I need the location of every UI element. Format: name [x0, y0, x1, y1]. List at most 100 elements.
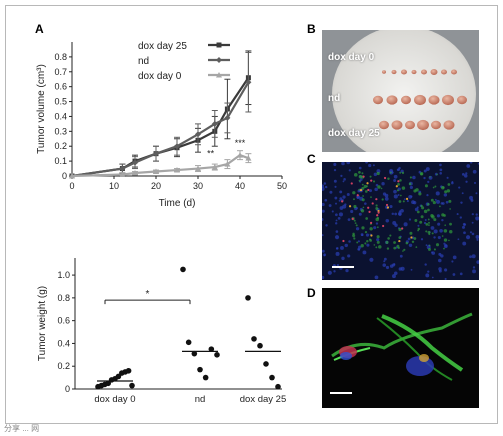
group-dox-day-25 [245, 295, 281, 390]
green-signal [444, 190, 448, 194]
green-signal [353, 237, 356, 240]
watermark: 分享 ... 网 [4, 424, 40, 433]
nucleus [356, 207, 358, 209]
legend-label: nd [138, 56, 149, 67]
x-tick-label: 20 [151, 181, 161, 191]
green-signal [424, 184, 428, 188]
green-signal [387, 177, 390, 180]
green-signal [414, 219, 418, 222]
x-category-label: dox day 0 [94, 394, 135, 405]
x-tick-label: 10 [109, 181, 119, 191]
y-tick-label: 0.6 [57, 316, 70, 326]
data-point [224, 161, 231, 167]
nucleus [430, 226, 435, 230]
nucleus [410, 195, 413, 198]
nucleus [358, 245, 362, 249]
nucleus [392, 274, 396, 279]
red-signal [366, 182, 369, 185]
green-signal [389, 171, 392, 174]
y-tick-label: 0.2 [54, 141, 67, 151]
tumor-volume-chart: 0 0.1 0.2 0.3 0.4 0.5 0.6 0.7 0.8 0 10 20 30 40 50 Time… [36, 41, 287, 209]
green-signal [376, 171, 380, 176]
red-signal [367, 188, 370, 192]
nucleus [435, 199, 441, 204]
nucleus [435, 191, 440, 196]
red-signal [410, 236, 413, 239]
nucleus [431, 276, 434, 279]
green-signal [425, 222, 429, 226]
group-nd [180, 266, 220, 381]
green-signal [428, 248, 431, 251]
y-tick-label: 0.5 [54, 97, 67, 107]
y-tick-label: 0.1 [54, 156, 67, 166]
nucleus [335, 219, 338, 222]
data-point [245, 295, 251, 301]
data-point [132, 170, 138, 176]
green-signal [401, 171, 405, 175]
nucleus [393, 174, 398, 179]
series-line [71, 77, 250, 178]
nucleus [347, 254, 351, 258]
tumor [401, 69, 407, 75]
nucleus [335, 213, 338, 217]
tumor [443, 120, 455, 130]
nucleus [334, 235, 340, 240]
green-signal [386, 247, 390, 250]
green-signal [403, 248, 406, 251]
nucleus [329, 190, 333, 194]
green-signal [434, 185, 437, 188]
green-signal [378, 245, 382, 249]
nucleus [400, 208, 404, 213]
green-signal [365, 185, 368, 188]
red-signal [367, 206, 370, 209]
nucleus [375, 222, 379, 225]
green-signal [449, 208, 451, 210]
nucleus [456, 213, 459, 216]
red-signal [382, 224, 385, 228]
nucleus [376, 238, 380, 242]
tumor [391, 120, 403, 130]
green-signal [369, 175, 372, 178]
y-tick-label: 0.8 [57, 293, 70, 303]
data-point [257, 342, 263, 349]
green-signal [366, 240, 369, 243]
green-signal [353, 219, 356, 222]
green-signal [352, 191, 356, 195]
nucleus [460, 201, 463, 204]
red-signal [376, 214, 379, 217]
nucleus [366, 243, 370, 247]
green-signal [431, 232, 434, 235]
nucleus [342, 180, 345, 183]
nucleus [465, 235, 471, 240]
nucleus [381, 182, 385, 186]
group-dox-day-0 [95, 367, 135, 390]
series-dox-day-0 [69, 150, 252, 179]
green-signal [408, 182, 412, 186]
nucleus [425, 273, 430, 278]
green-signal [353, 173, 358, 177]
nucleus [412, 175, 416, 180]
red-signal [370, 221, 373, 225]
green-signal [420, 204, 423, 208]
green-signal [399, 179, 402, 182]
green-signal [396, 189, 399, 192]
nucleus [393, 189, 397, 194]
nucleus [341, 162, 345, 166]
legend-label: dox day 0 [138, 71, 182, 82]
tumor [411, 69, 417, 75]
panel-label-a: A [35, 22, 44, 36]
nucleus [437, 222, 441, 226]
nucleus [472, 269, 476, 274]
green-signal [427, 218, 430, 221]
nucleus [383, 260, 386, 263]
red-signal [405, 197, 409, 200]
green-signal [447, 183, 451, 186]
nucleus [322, 186, 325, 191]
green-signal [448, 239, 450, 242]
nucleus [323, 182, 327, 185]
significance-marker: *** [235, 138, 246, 148]
nucleus [393, 271, 398, 276]
nucleus [437, 258, 442, 263]
green-signal [353, 198, 355, 201]
red-signal [342, 239, 345, 243]
